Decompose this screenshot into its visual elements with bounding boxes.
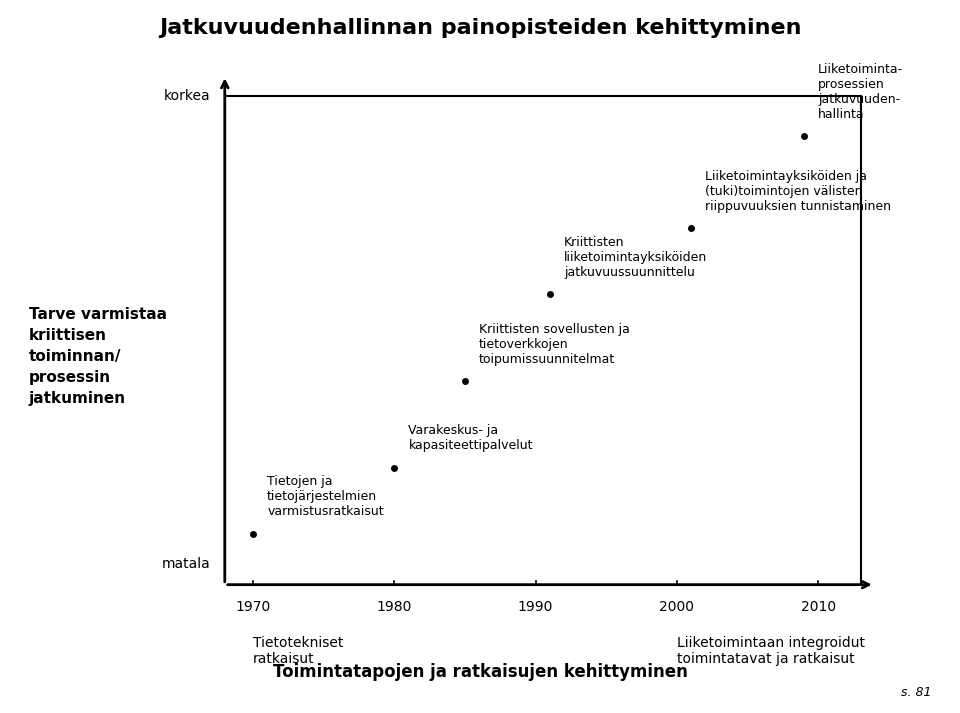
Text: matala: matala [162,558,210,571]
Text: korkea: korkea [164,88,210,103]
Text: 1980: 1980 [376,600,412,614]
Text: Varakeskus- ja
kapasiteettipalvelut: Varakeskus- ja kapasiteettipalvelut [408,424,533,452]
Text: Kriittisten sovellusten ja
tietoverkkojen
toipumissuunnitelmat: Kriittisten sovellusten ja tietoverkkoje… [479,323,630,366]
Text: 2000: 2000 [660,600,694,614]
Text: Liiketoimintaan integroidut
toimintatavat ja ratkaisut: Liiketoimintaan integroidut toimintatava… [677,635,865,666]
Text: s. 81: s. 81 [900,686,931,699]
Text: 2010: 2010 [801,600,836,614]
Text: Tietotekniset
ratkaisut: Tietotekniset ratkaisut [253,635,344,666]
Text: Kriittisten
liiketoimintayksiköiden
jatkuvuussuunnittelu: Kriittisten liiketoimintayksiköiden jatk… [564,236,708,279]
Text: Toimintatapojen ja ratkaisujen kehittyminen: Toimintatapojen ja ratkaisujen kehittymi… [273,663,687,681]
Text: Liiketoimintayksiköiden ja
(tuki)toimintojen välisten
riippuvuuksien tunnistamin: Liiketoimintayksiköiden ja (tuki)toimint… [706,170,891,213]
Text: 1990: 1990 [518,600,553,614]
Text: Liiketoiminta-
prosessien
jatkuvuuden-
hallinta: Liiketoiminta- prosessien jatkuvuuden- h… [818,63,903,121]
Text: Tarve varmistaa
kriittisen
toiminnan/
prosessin
jatkuminen: Tarve varmistaa kriittisen toiminnan/ pr… [29,307,167,406]
Text: 1970: 1970 [235,600,271,614]
Text: Tietojen ja
tietojärjestelmien
varmistusratkaisut: Tietojen ja tietojärjestelmien varmistus… [267,476,384,518]
Text: Jatkuvuudenhallinnan painopisteiden kehittyminen: Jatkuvuudenhallinnan painopisteiden kehi… [158,18,802,38]
